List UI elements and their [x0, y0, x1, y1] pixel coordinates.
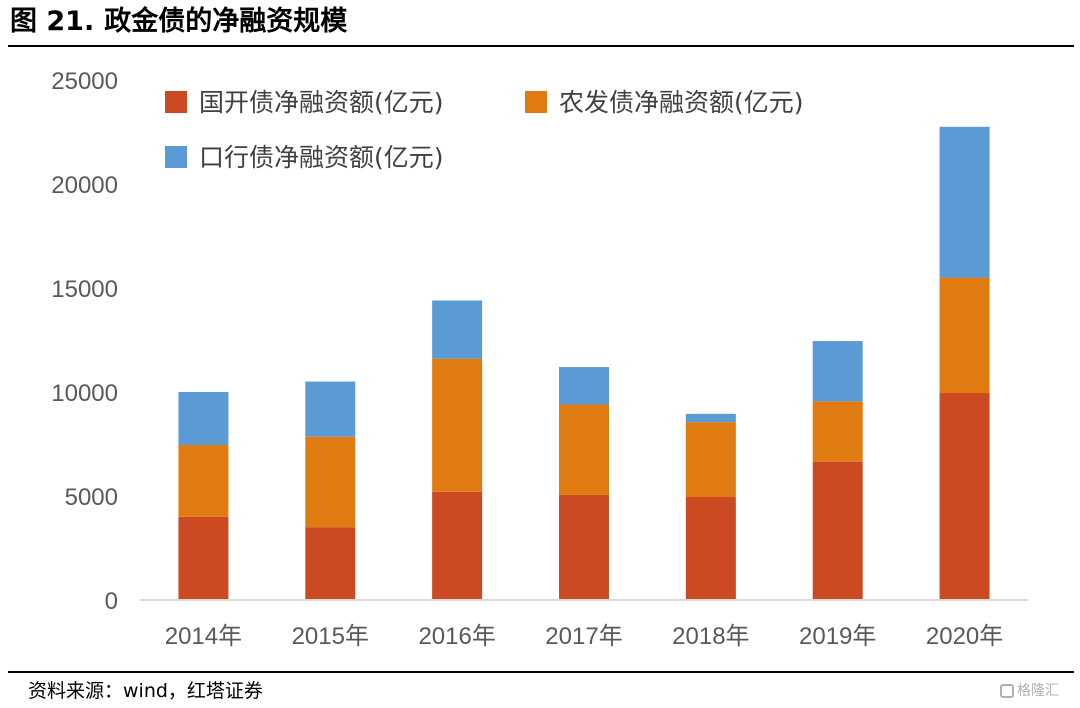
bar-1-2018年 — [685, 497, 736, 600]
legend-label-1: 国开债净融资额(亿元) — [199, 88, 444, 117]
bar-3-2020年 — [939, 126, 990, 278]
legend-swatch-1 — [165, 91, 187, 113]
y-tick-label: 5000 — [65, 484, 118, 511]
bar-3-2017年 — [559, 367, 609, 405]
y-tick-label: 0 — [105, 588, 118, 615]
x-tick-label: 2019年 — [799, 623, 876, 650]
bar-3-2018年 — [685, 413, 736, 423]
bar-2-2015年 — [305, 436, 356, 528]
bar-1-2014年 — [178, 516, 229, 600]
bottom-rule — [8, 671, 1074, 673]
x-tick-label: 2020年 — [926, 623, 1003, 650]
watermark-logo-icon — [1000, 684, 1014, 698]
figure-label: 图 21. — [10, 6, 95, 37]
watermark: 格隆汇 — [1000, 678, 1059, 704]
bar-3-2014年 — [178, 392, 229, 446]
bar-3-2016年 — [432, 300, 483, 359]
bar-2-2014年 — [178, 445, 229, 517]
stacked-bar-chart: 0 5000 10000 15000 20000 25000 2014年 2015年 2016年… — [51, 68, 1028, 650]
figure-title: 图 21. 政金债的净融资规模 — [10, 2, 357, 42]
bar-2-2020年 — [939, 277, 990, 394]
bar-2-2016年 — [432, 358, 483, 492]
watermark-text: 格隆汇 — [1017, 683, 1059, 699]
y-tick-label: 10000 — [51, 380, 118, 407]
figure-title-text: 政金债的净融资规模 — [104, 6, 348, 37]
bar-1-2019年 — [812, 461, 863, 600]
bar-3-2015年 — [305, 381, 356, 437]
legend-label-2: 农发债净融资额(亿元) — [559, 88, 804, 117]
y-tick-label: 20000 — [51, 172, 118, 199]
x-tick-label: 2017年 — [545, 623, 622, 650]
x-tick-label: 2014年 — [165, 623, 242, 650]
legend-swatch-3 — [165, 146, 187, 168]
source-note: 资料来源：wind，红塔证券 — [28, 680, 263, 702]
bar-1-2020年 — [939, 393, 990, 600]
y-tick-label: 15000 — [51, 276, 118, 303]
x-tick-label: 2018年 — [672, 623, 749, 650]
legend-swatch-2 — [525, 91, 547, 113]
legend-label-3: 口行债净融资额(亿元) — [199, 143, 444, 172]
x-tick-label: 2015年 — [292, 623, 369, 650]
bar-1-2016年 — [432, 491, 483, 600]
top-rule — [8, 45, 1074, 47]
bar-1-2017年 — [559, 494, 609, 600]
bar-2-2018年 — [685, 422, 736, 498]
y-tick-label: 25000 — [51, 68, 118, 95]
bar-2-2017年 — [559, 404, 609, 495]
x-tick-label: 2016年 — [418, 623, 495, 650]
bar-3-2019年 — [812, 341, 863, 402]
bar-2-2019年 — [812, 401, 863, 462]
bar-1-2015年 — [305, 527, 356, 600]
